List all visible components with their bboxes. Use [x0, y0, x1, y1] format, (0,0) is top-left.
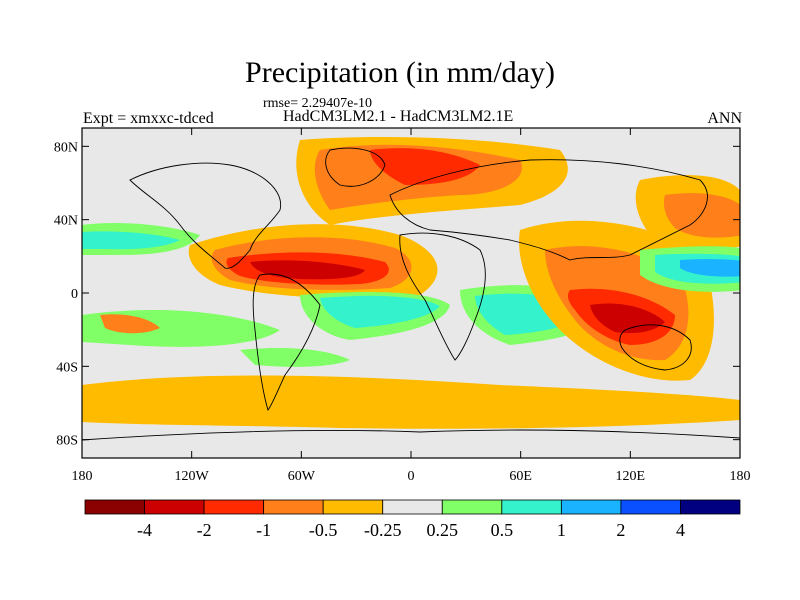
anomaly-region — [82, 231, 180, 250]
lat-tick-label: 40N — [54, 214, 78, 229]
coastline-south-america — [252, 273, 321, 411]
anomaly-region — [370, 148, 480, 185]
colorbar-box — [263, 499, 324, 515]
models-label: HadCM3LM2.1 - HadCM3LM2.1E — [283, 108, 514, 125]
colorbar-box — [382, 499, 443, 515]
latitude-ticks: 80N 40N 0 40S 80S — [54, 140, 740, 449]
anomaly-region — [680, 259, 740, 277]
coastline-australia — [619, 324, 692, 371]
colorbar-box — [322, 499, 384, 515]
coastline-greenland — [325, 147, 386, 187]
map-title: Precipitation (in mm/day) — [245, 56, 555, 89]
colorbar-box — [144, 499, 205, 515]
colorbar-label: -1 — [256, 520, 271, 540]
lon-tick-label: 180 — [730, 469, 751, 484]
coastline-europe-asia — [389, 159, 708, 261]
lon-tick-label: 60E — [509, 469, 532, 484]
coastline-africa — [399, 232, 486, 361]
anomaly-field — [82, 137, 740, 429]
colorbar-box — [680, 499, 741, 515]
anomaly-region — [320, 295, 440, 328]
anomaly-region — [100, 314, 160, 334]
coastline-antarctica — [82, 429, 740, 441]
colorbar-box — [441, 499, 503, 515]
experiment-label: Expt = xmxxc-tdced — [83, 110, 214, 127]
lon-tick-label: 60W — [288, 469, 316, 484]
colorbar-label: 0.25 — [427, 520, 459, 540]
lon-tick-label: 0 — [408, 469, 415, 484]
lat-tick-label: 40S — [56, 360, 78, 375]
coastline-north-america — [129, 162, 282, 269]
colorbar-label: 2 — [616, 520, 625, 540]
colorbar-label: -0.25 — [364, 520, 402, 540]
anomaly-region — [82, 375, 740, 429]
colorbar-box — [560, 499, 622, 515]
season-label: ANN — [707, 110, 742, 127]
colorbar: -4 -2 -1 -0.5 -0.25 0.25 0.5 1 2 4 — [84, 499, 741, 540]
colorbar-label: -4 — [137, 520, 152, 540]
colorbar-label: -0.5 — [309, 520, 338, 540]
lat-tick-label: 80S — [56, 434, 78, 449]
colorbar-box — [84, 499, 145, 515]
longitude-ticks: 180 120W 60W 0 60E 120E 180 — [72, 128, 751, 484]
rmse-label: rmse= 2.29407e-10 — [263, 96, 372, 111]
colorbar-box — [203, 499, 265, 515]
colorbar-label: 1 — [557, 520, 566, 540]
colorbar-label: 0.5 — [491, 520, 514, 540]
anomaly-region — [240, 348, 350, 367]
anomaly-region — [590, 303, 665, 334]
colorbar-box — [501, 499, 562, 515]
colorbar-box — [620, 499, 681, 515]
colorbar-label: -2 — [197, 520, 212, 540]
lon-tick-label: 120E — [616, 469, 646, 484]
lat-tick-label: 80N — [54, 140, 78, 155]
lon-tick-label: 120W — [175, 469, 210, 484]
anomaly-region — [663, 193, 740, 238]
lat-tick-label: 0 — [71, 287, 78, 302]
coastlines — [82, 147, 740, 441]
lon-tick-label: 180 — [72, 469, 93, 484]
colorbar-label: 4 — [676, 520, 685, 540]
